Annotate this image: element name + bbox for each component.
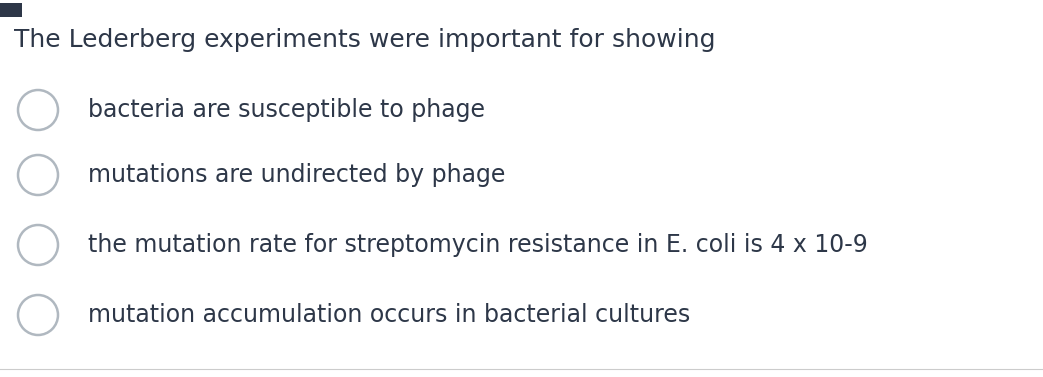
Text: bacteria are susceptible to phage: bacteria are susceptible to phage [88,98,485,122]
Text: mutations are undirected by phage: mutations are undirected by phage [88,163,506,187]
Text: The Lederberg experiments were important for showing: The Lederberg experiments were important… [14,28,715,52]
Text: the mutation rate for streptomycin resistance in E. coli is 4 x 10-9: the mutation rate for streptomycin resis… [88,233,868,257]
FancyBboxPatch shape [0,3,22,17]
Text: mutation accumulation occurs in bacterial cultures: mutation accumulation occurs in bacteria… [88,303,690,327]
